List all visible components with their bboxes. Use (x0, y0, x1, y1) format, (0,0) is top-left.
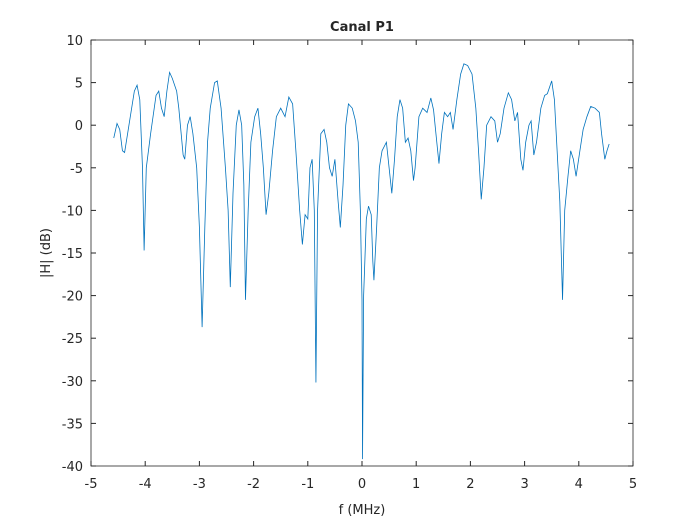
x-tick-label: -2 (247, 477, 260, 492)
x-tick-label: 2 (466, 477, 474, 492)
x-tick-label: 0 (358, 477, 366, 492)
x-tick-label: 5 (629, 477, 637, 492)
y-tick-label: -35 (62, 417, 83, 432)
x-tick-label: 1 (412, 477, 420, 492)
y-tick-label: 10 (66, 34, 83, 49)
y-tick-label: -30 (62, 375, 83, 390)
x-tick-label: -4 (139, 477, 152, 492)
x-tick-label: -5 (85, 477, 98, 492)
y-tick-label: -40 (62, 460, 83, 475)
y-axis-label: |H| (dB) (39, 228, 54, 278)
x-axis-label: f (MHz) (339, 503, 386, 518)
y-tick-label: -15 (62, 247, 83, 262)
x-tick-label: -3 (193, 477, 206, 492)
x-tick-label: -1 (301, 477, 314, 492)
line (113, 63, 610, 460)
y-tick-label: -5 (70, 162, 83, 177)
chart-title: Canal P1 (330, 20, 394, 35)
y-tick-label: -25 (62, 332, 83, 347)
y-tick-label: 0 (75, 119, 83, 134)
y-tick-label: 5 (75, 77, 83, 92)
y-tick-label: -20 (62, 290, 83, 305)
x-tick-label: 4 (575, 477, 583, 492)
x-tick-label: 3 (520, 477, 528, 492)
y-tick-label: -10 (62, 204, 83, 219)
